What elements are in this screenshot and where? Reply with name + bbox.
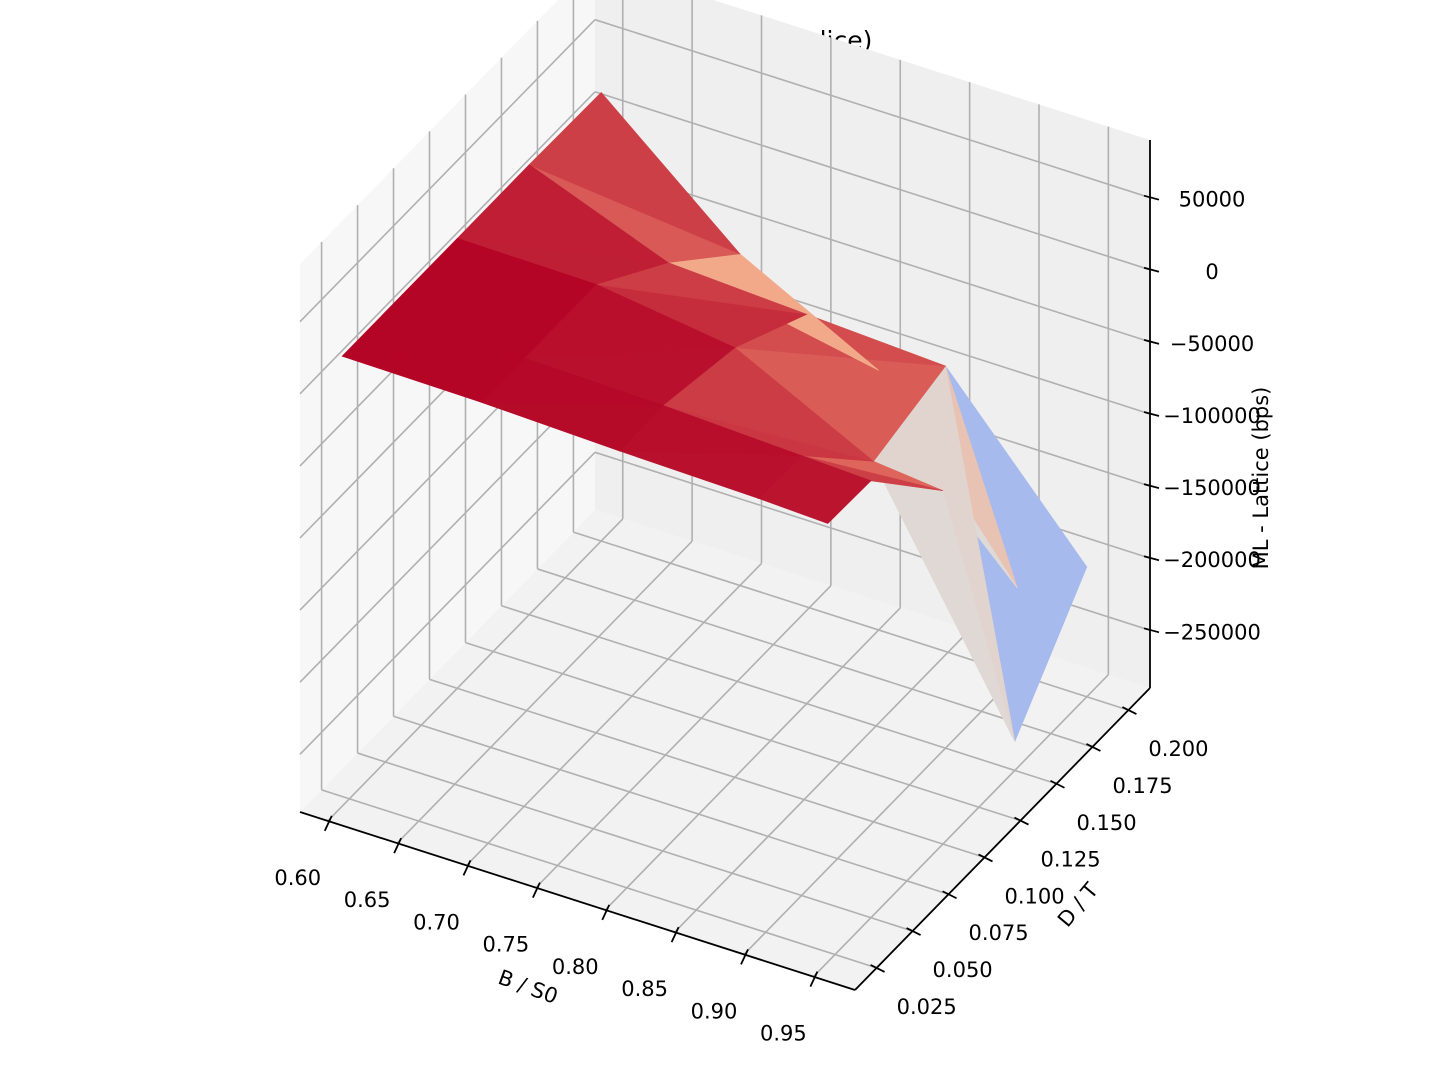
- y-tick: [1086, 743, 1101, 752]
- z-grid-line: [299, 379, 596, 683]
- x-grid-line: [396, 540, 693, 844]
- x-tick: [809, 971, 819, 988]
- z-grid-line: [594, 18, 1151, 199]
- z-tick-label: −200000: [1163, 548, 1261, 572]
- z-tick-label: 50000: [1179, 188, 1246, 212]
- y-tick: [942, 890, 957, 900]
- x-tick-label: 0.60: [274, 866, 321, 890]
- x-tick-label: 0.85: [621, 977, 668, 1001]
- x-tick-label: 0.70: [413, 910, 460, 934]
- surface-facet: [456, 164, 669, 263]
- x-tick-label: 0.90: [691, 999, 738, 1023]
- y-axis-line: [854, 687, 1151, 991]
- x-tick: [601, 904, 611, 921]
- y-grid-line: [465, 641, 1021, 822]
- z-axis-label: ML - Lattice (bps): [1249, 387, 1273, 570]
- x-tick: [532, 882, 541, 899]
- y-tick: [1014, 816, 1029, 826]
- x-axis-line: [299, 811, 856, 991]
- x-tick-label: 0.95: [760, 1022, 807, 1046]
- y-tick: [870, 964, 885, 973]
- z-tick: [1143, 627, 1160, 634]
- y-tick-label: 0.150: [1076, 811, 1136, 835]
- z-tick: [1143, 411, 1160, 417]
- x-grid-line: [327, 518, 624, 822]
- y-grid-line: [321, 789, 877, 969]
- x-grid-line: [812, 674, 1109, 978]
- z-tick-label: −50000: [1170, 332, 1254, 356]
- surface-mesh: [341, 92, 1088, 743]
- x-tick: [670, 926, 680, 943]
- z-tick: [1143, 555, 1160, 562]
- surface-facet: [758, 480, 872, 524]
- x-tick: [393, 837, 402, 854]
- y-tick: [1050, 779, 1065, 789]
- y-tick: [906, 927, 921, 936]
- z-grid-line: [299, 19, 596, 323]
- y-grid-line: [429, 678, 985, 859]
- x-tick-label: 0.65: [344, 888, 391, 912]
- y-tick-label: 0.050: [933, 958, 993, 982]
- y-tick-label: 0.175: [1112, 774, 1172, 798]
- z-tick-label: −100000: [1163, 404, 1261, 428]
- y-grid-line: [537, 568, 1093, 748]
- z-tick-label: −150000: [1163, 476, 1261, 500]
- surface-facet: [341, 311, 525, 359]
- y-tick-label: 0.125: [1040, 848, 1100, 872]
- z-tick-label: −250000: [1163, 620, 1261, 644]
- x-grid-line: [674, 629, 971, 933]
- surface-facet: [384, 238, 597, 313]
- z-tick-label: 0: [1205, 260, 1218, 284]
- z-tick: [1143, 483, 1160, 489]
- z-grid-line: [594, 91, 1151, 271]
- x-tick: [462, 860, 472, 876]
- y-grid-line: [357, 752, 913, 932]
- x-grid-line: [535, 585, 832, 889]
- y-grid-line: [393, 715, 949, 896]
- x-tick: [740, 949, 749, 965]
- y-tick: [978, 853, 993, 863]
- surface-facet: [528, 92, 741, 255]
- axes: 0.60 0.65 0.70 0.75 0.80 0.85 0.90 0.95 0.025 0.0…: [274, 140, 1261, 1046]
- y-tick-label: 0.075: [969, 921, 1029, 945]
- z-tick: [1143, 194, 1160, 201]
- y-tick: [1122, 706, 1137, 715]
- x-tick-label: 0.75: [482, 933, 529, 957]
- x-grid-line: [743, 651, 1040, 955]
- z-grid-line: [299, 91, 596, 395]
- z-tick: [1143, 339, 1160, 345]
- y-tick-label: 0.025: [897, 995, 957, 1019]
- z-tick: [1143, 266, 1160, 273]
- x-tick: [323, 815, 333, 832]
- x-tick-label: 0.80: [552, 955, 599, 979]
- x-grid-line: [604, 607, 901, 911]
- y-tick-label: 0.100: [1005, 884, 1065, 908]
- floor-pane: [300, 510, 1150, 990]
- y-grid-line: [501, 604, 1057, 785]
- x-grid-line: [465, 562, 763, 866]
- y-tick-label: 0.200: [1148, 737, 1208, 761]
- z-grid-line: [299, 451, 596, 755]
